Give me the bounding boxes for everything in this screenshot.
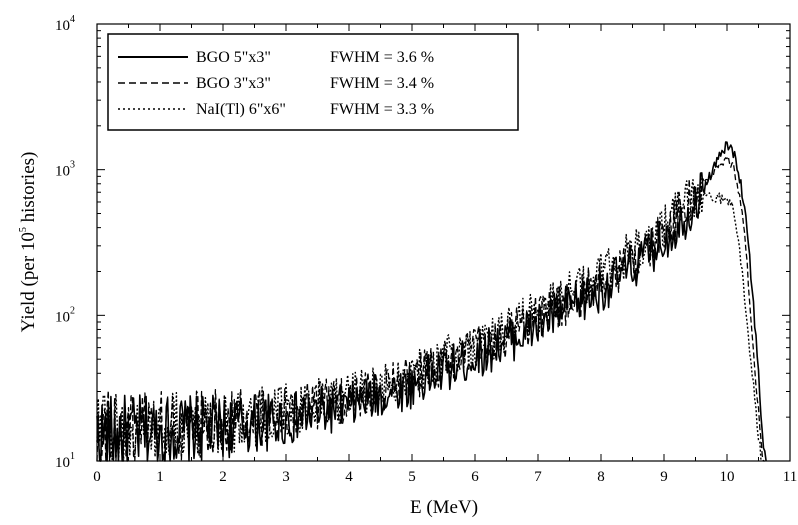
series-line-bgo-3-x3 bbox=[96, 155, 765, 462]
legend-box bbox=[107, 33, 519, 131]
y-tick-label: 104 bbox=[55, 14, 75, 34]
x-tick-label: 6 bbox=[471, 469, 479, 485]
x-tick-label: 9 bbox=[660, 469, 668, 485]
y-tick-label: 102 bbox=[55, 305, 75, 325]
legend-fwhm-bgo-5x3: FWHM = 3.6 % bbox=[330, 49, 434, 66]
y-axis-title-rest: histories) bbox=[18, 152, 39, 227]
y-tick-base: 10 bbox=[55, 164, 70, 180]
legend-fwhm-bgo-3x3: FWHM = 3.4 % bbox=[330, 75, 434, 92]
legend-label-bgo-3x3: BGO 3"x3" bbox=[196, 75, 271, 92]
y-tick-label: 103 bbox=[55, 160, 75, 180]
y-tick-base: 10 bbox=[55, 455, 70, 471]
series-line-bgo-5-x3 bbox=[96, 141, 767, 462]
y-tick-exp: 1 bbox=[70, 451, 75, 462]
legend: BGO 5"x3" FWHM = 3.6 % BGO 3"x3" FWHM = … bbox=[107, 33, 519, 131]
legend-label-nai: NaI(Tl) 6"x6" bbox=[196, 101, 286, 118]
y-tick-exp: 2 bbox=[70, 305, 75, 316]
y-tick-exp: 4 bbox=[70, 14, 75, 25]
y-tick-exp: 3 bbox=[70, 160, 75, 171]
x-tick-label: 7 bbox=[534, 469, 542, 485]
legend-fwhm-nai: FWHM = 3.3 % bbox=[330, 101, 434, 118]
y-tick-base: 10 bbox=[55, 18, 70, 34]
x-tick-label: 0 bbox=[93, 469, 101, 485]
series-line-nai-tl-6-x6 bbox=[96, 173, 762, 462]
x-tick-label: 8 bbox=[597, 469, 605, 485]
x-tick-label: 2 bbox=[219, 469, 227, 485]
series-layer bbox=[96, 141, 767, 462]
y-tick-base: 10 bbox=[55, 309, 70, 325]
x-tick-label: 10 bbox=[720, 469, 735, 485]
y-axis-title-main: Yield (per 10 bbox=[18, 232, 39, 332]
y-axis-title: Yield (per 105 histories) bbox=[18, 152, 39, 333]
x-tick-label: 4 bbox=[345, 469, 353, 485]
x-tick-label: 5 bbox=[408, 469, 416, 485]
x-tick-label: 11 bbox=[783, 469, 797, 485]
x-axis-title: E (MeV) bbox=[410, 497, 478, 518]
y-axis-title-exp: 5 bbox=[18, 227, 29, 232]
x-tick-label: 1 bbox=[156, 469, 164, 485]
legend-label-bgo-5x3: BGO 5"x3" bbox=[196, 49, 271, 66]
y-tick-label: 101 bbox=[55, 451, 75, 471]
x-tick-label: 3 bbox=[282, 469, 290, 485]
